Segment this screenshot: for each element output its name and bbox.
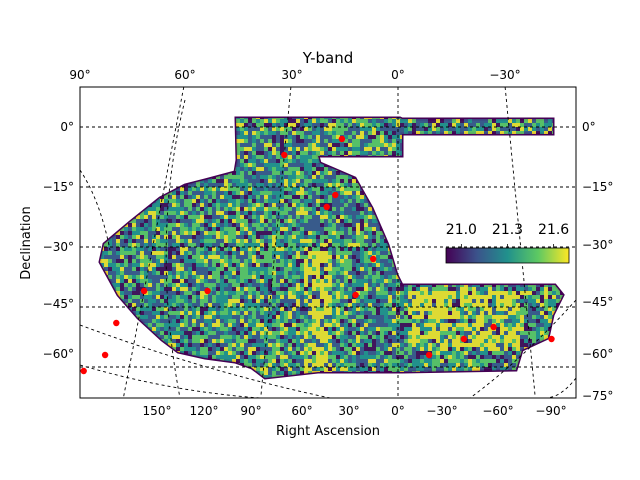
top-tick-label: 30° [281,68,302,82]
bottom-tick-label: 120° [190,404,219,418]
bottom-tick-label: 30° [338,404,359,418]
bottom-tick-label: 0° [391,404,405,418]
plot-area [0,87,576,480]
left-tick-label: −30° [43,240,74,254]
x-axis-label: Right Ascension [276,424,380,439]
right-tick-label: −45° [582,295,613,309]
right-tick-label: −75° [582,389,613,403]
data-point [101,351,109,359]
ra-gridline [0,87,77,480]
data-point [323,203,330,211]
right-tick-label: 0° [582,120,596,134]
axes-frame [79,86,577,399]
tick-layer: 90° 60° 30° 0° −30° 150° 120° 90° 60° 30° 0° −30° −6… [43,68,614,418]
data-point [332,191,339,199]
curved-gridline [544,377,576,398]
right-tick-label: −60° [582,347,613,361]
colorbar: 21.0 21.3 21.6 [445,222,570,264]
marker-layer [80,135,555,375]
bottom-tick-label: −60° [482,404,513,418]
top-tick-label: 0° [391,68,405,82]
data-point [352,291,359,299]
right-tick-label: −15° [582,180,613,194]
y-axis-label: Declination [19,206,34,280]
chart-title: Y-band [302,49,354,67]
data-point [281,151,288,159]
bottom-tick-label: −90° [535,404,566,418]
data-point [204,287,211,295]
ra-gridline [80,169,111,251]
left-tick-label: −60° [43,347,74,361]
ra-gridline [504,87,536,398]
data-point [425,351,433,359]
left-tick-label: −15° [43,180,74,194]
data-point [370,255,377,263]
data-point [460,335,467,343]
data-point [548,335,555,343]
data-point [140,287,148,295]
data-point [113,319,120,327]
data-point [80,367,87,375]
graticule [0,87,576,480]
right-tick-label: −30° [582,238,613,252]
bottom-tick-label: −30° [426,404,457,418]
bottom-tick-label: 90° [240,404,261,418]
ra-gridline [165,99,186,398]
colorbar-tick-label: 21.3 [492,222,523,238]
left-tick-label: 0° [60,120,74,134]
bottom-tick-label: 60° [291,404,312,418]
bottom-tick-label: 150° [143,404,172,418]
colorbar-ticks: 21.0 21.3 21.6 [446,222,569,248]
top-tick-label: 90° [69,68,90,82]
top-tick-label: 60° [174,68,195,82]
colorbar-tick-label: 21.0 [446,222,477,238]
top-tick-label: −30° [489,68,520,82]
left-tick-label: −45° [43,297,74,311]
curved-gridline [80,364,261,398]
colorbar-gradient [445,247,570,264]
data-point [338,135,346,143]
ra-gridline [122,87,185,398]
colorbar-tick-label: 21.6 [538,222,569,238]
data-point [490,323,497,331]
